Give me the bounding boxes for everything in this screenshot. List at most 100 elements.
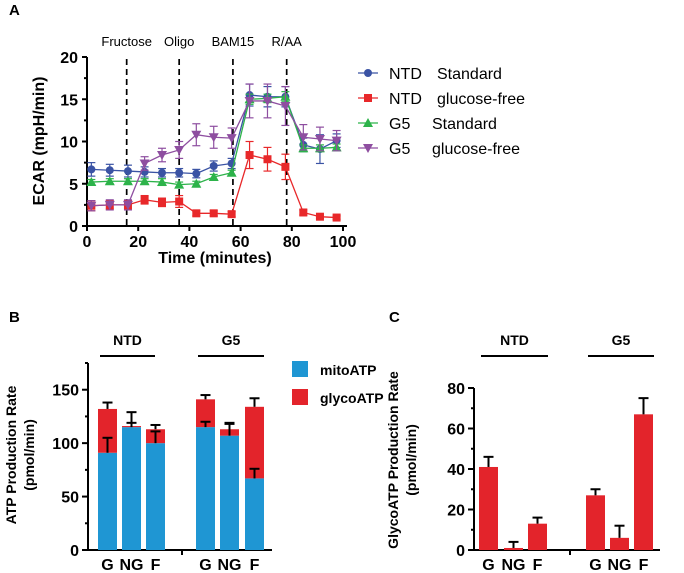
data-point — [139, 176, 150, 186]
panel-label-c: C — [389, 309, 400, 326]
y-tick-label: 100 — [52, 436, 79, 453]
legend-label: glycoATP — [320, 390, 384, 406]
data-point — [191, 178, 202, 188]
y-tick-label: 150 — [52, 383, 79, 400]
y-tick-label-a: 5 — [69, 177, 78, 194]
data-point — [280, 102, 291, 112]
x-tick-label: F — [250, 557, 260, 573]
legend-label: glucose-free — [432, 141, 520, 158]
x-tick-label-a: 80 — [283, 234, 301, 251]
data-point — [174, 145, 185, 155]
x-tick-label: G — [589, 557, 601, 573]
injection-label: Fructose — [101, 34, 152, 49]
data-point — [262, 96, 273, 106]
bar-mitoatp — [122, 427, 141, 550]
y-tick-label-a: 0 — [69, 219, 78, 236]
x-tick-label: F — [639, 557, 649, 573]
bar-glycoatp — [634, 414, 653, 550]
data-point — [123, 167, 132, 176]
bar-mitoatp — [146, 443, 165, 550]
data-point — [175, 168, 184, 177]
y-tick-label-a: 10 — [60, 135, 78, 152]
legend-label: G5 — [389, 141, 410, 158]
x-tick-label: G — [482, 557, 494, 573]
x-tick-label-a: 40 — [181, 234, 199, 251]
data-point — [192, 209, 201, 218]
data-point — [363, 118, 373, 127]
data-point — [332, 213, 341, 222]
legend-label: G5 — [389, 116, 410, 133]
x-tick-label: NG — [218, 557, 242, 573]
data-point — [158, 198, 167, 207]
bar-glycoatp — [479, 466, 498, 550]
y-tick-label: 80 — [447, 381, 465, 398]
data-point — [139, 159, 150, 169]
x-axis-label-a: Time (minutes) — [158, 250, 272, 267]
injection-label: R/AA — [272, 34, 303, 49]
data-point — [281, 162, 290, 171]
data-point — [363, 144, 373, 153]
data-point — [364, 94, 372, 102]
data-point — [315, 212, 324, 221]
x-tick-label: F — [151, 557, 161, 573]
data-point — [175, 197, 184, 206]
data-point — [299, 208, 308, 217]
data-point — [174, 179, 185, 189]
y-axis-label: GlycoATP Production Rate — [385, 371, 401, 549]
data-point — [245, 151, 254, 160]
data-point — [104, 200, 115, 210]
data-point — [140, 195, 149, 204]
legend-label: glucose-free — [437, 91, 525, 108]
y-tick-label: 60 — [447, 422, 465, 439]
x-tick-label: F — [533, 557, 543, 573]
data-point — [298, 133, 309, 143]
legend-label: NTD — [389, 91, 422, 108]
data-point — [227, 210, 236, 219]
data-point — [244, 96, 255, 106]
data-point — [87, 165, 96, 174]
data-point — [192, 169, 201, 178]
data-point — [86, 177, 97, 187]
data-point — [122, 200, 133, 210]
data-point — [226, 134, 237, 144]
data-point — [104, 176, 115, 186]
data-point — [226, 167, 237, 177]
data-point — [86, 201, 97, 211]
x-tick-label: G — [101, 557, 113, 573]
legend-label: Standard — [437, 66, 502, 83]
data-point — [364, 69, 372, 77]
data-point — [105, 166, 114, 175]
data-point — [331, 136, 342, 146]
x-tick-label: G — [199, 557, 211, 573]
y-tick-label: 20 — [447, 503, 465, 520]
x-tick-label-a: 60 — [232, 234, 250, 251]
bar-glycoatp — [98, 408, 117, 453]
bar-mitoatp — [220, 435, 239, 550]
y-tick-label-a: 20 — [60, 50, 78, 67]
series-g5-glucose-free — [86, 83, 342, 212]
x-tick-label-a: 100 — [330, 234, 357, 251]
y-axis-label: ATP Production Rate — [3, 385, 19, 524]
injection-label: BAM15 — [212, 34, 255, 49]
x-tick-label: NG — [608, 557, 632, 573]
data-point — [314, 134, 325, 144]
data-point — [209, 209, 218, 218]
bar-mitoatp — [245, 478, 264, 550]
y-tick-label: 0 — [456, 543, 465, 560]
bar-glycoatp — [245, 406, 264, 479]
group-label: NTD — [500, 332, 529, 348]
data-point — [158, 168, 167, 177]
legend-label: mitoATP — [320, 362, 377, 378]
bar-glycoatp — [504, 547, 523, 550]
data-point — [208, 133, 219, 143]
bar-glycoatp — [586, 495, 605, 550]
group-label: G5 — [612, 332, 631, 348]
data-point — [157, 177, 168, 187]
y-axis-label-a: ECAR (mpH/min) — [31, 77, 48, 206]
injection-label: Oligo — [164, 34, 194, 49]
x-tick-label: NG — [502, 557, 526, 573]
x-tick-label-a: 0 — [83, 234, 92, 251]
legend-label: NTD — [389, 66, 422, 83]
